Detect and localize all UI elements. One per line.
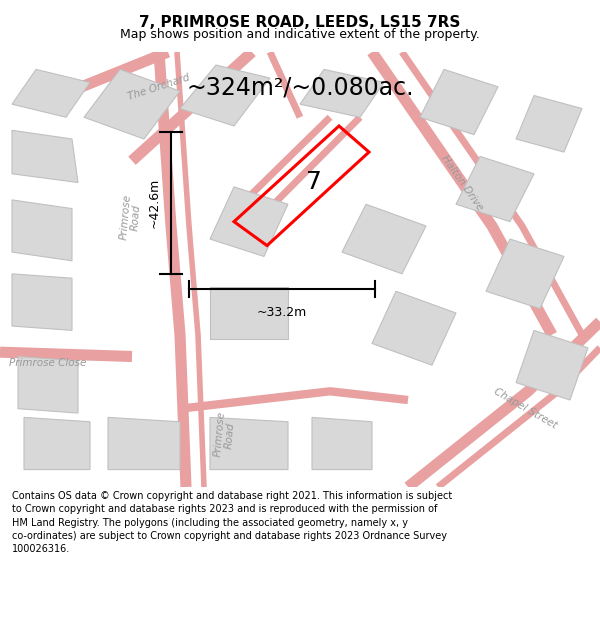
Polygon shape bbox=[210, 187, 288, 256]
Polygon shape bbox=[486, 239, 564, 309]
Text: ~324m²/~0.080ac.: ~324m²/~0.080ac. bbox=[186, 76, 414, 100]
Polygon shape bbox=[342, 204, 426, 274]
Polygon shape bbox=[372, 291, 456, 365]
Polygon shape bbox=[300, 69, 384, 118]
Polygon shape bbox=[420, 69, 498, 134]
Polygon shape bbox=[12, 274, 72, 331]
Text: ~33.2m: ~33.2m bbox=[257, 306, 307, 319]
Text: Map shows position and indicative extent of the property.: Map shows position and indicative extent… bbox=[120, 28, 480, 41]
Text: Contains OS data © Crown copyright and database right 2021. This information is : Contains OS data © Crown copyright and d… bbox=[12, 491, 452, 554]
Text: Primrose
Road: Primrose Road bbox=[212, 411, 238, 459]
Polygon shape bbox=[516, 96, 582, 152]
Text: The Orchard: The Orchard bbox=[127, 72, 191, 101]
Text: Halton Drive: Halton Drive bbox=[439, 153, 485, 212]
Polygon shape bbox=[456, 156, 534, 222]
Polygon shape bbox=[12, 130, 78, 182]
Polygon shape bbox=[210, 287, 288, 339]
Polygon shape bbox=[12, 200, 72, 261]
Text: Chapel Street: Chapel Street bbox=[491, 386, 559, 431]
Polygon shape bbox=[312, 418, 372, 469]
Text: 7: 7 bbox=[307, 170, 322, 194]
Text: ~42.6m: ~42.6m bbox=[148, 178, 161, 228]
Text: Primrose Close: Primrose Close bbox=[10, 358, 86, 368]
Polygon shape bbox=[84, 69, 180, 139]
Polygon shape bbox=[180, 65, 270, 126]
Polygon shape bbox=[516, 331, 588, 400]
Polygon shape bbox=[108, 418, 180, 469]
Polygon shape bbox=[24, 418, 90, 469]
Text: 7, PRIMROSE ROAD, LEEDS, LS15 7RS: 7, PRIMROSE ROAD, LEEDS, LS15 7RS bbox=[139, 14, 461, 29]
Polygon shape bbox=[210, 418, 288, 469]
Polygon shape bbox=[18, 356, 78, 413]
Text: Primrose
Road: Primrose Road bbox=[118, 194, 143, 241]
Polygon shape bbox=[12, 69, 90, 118]
